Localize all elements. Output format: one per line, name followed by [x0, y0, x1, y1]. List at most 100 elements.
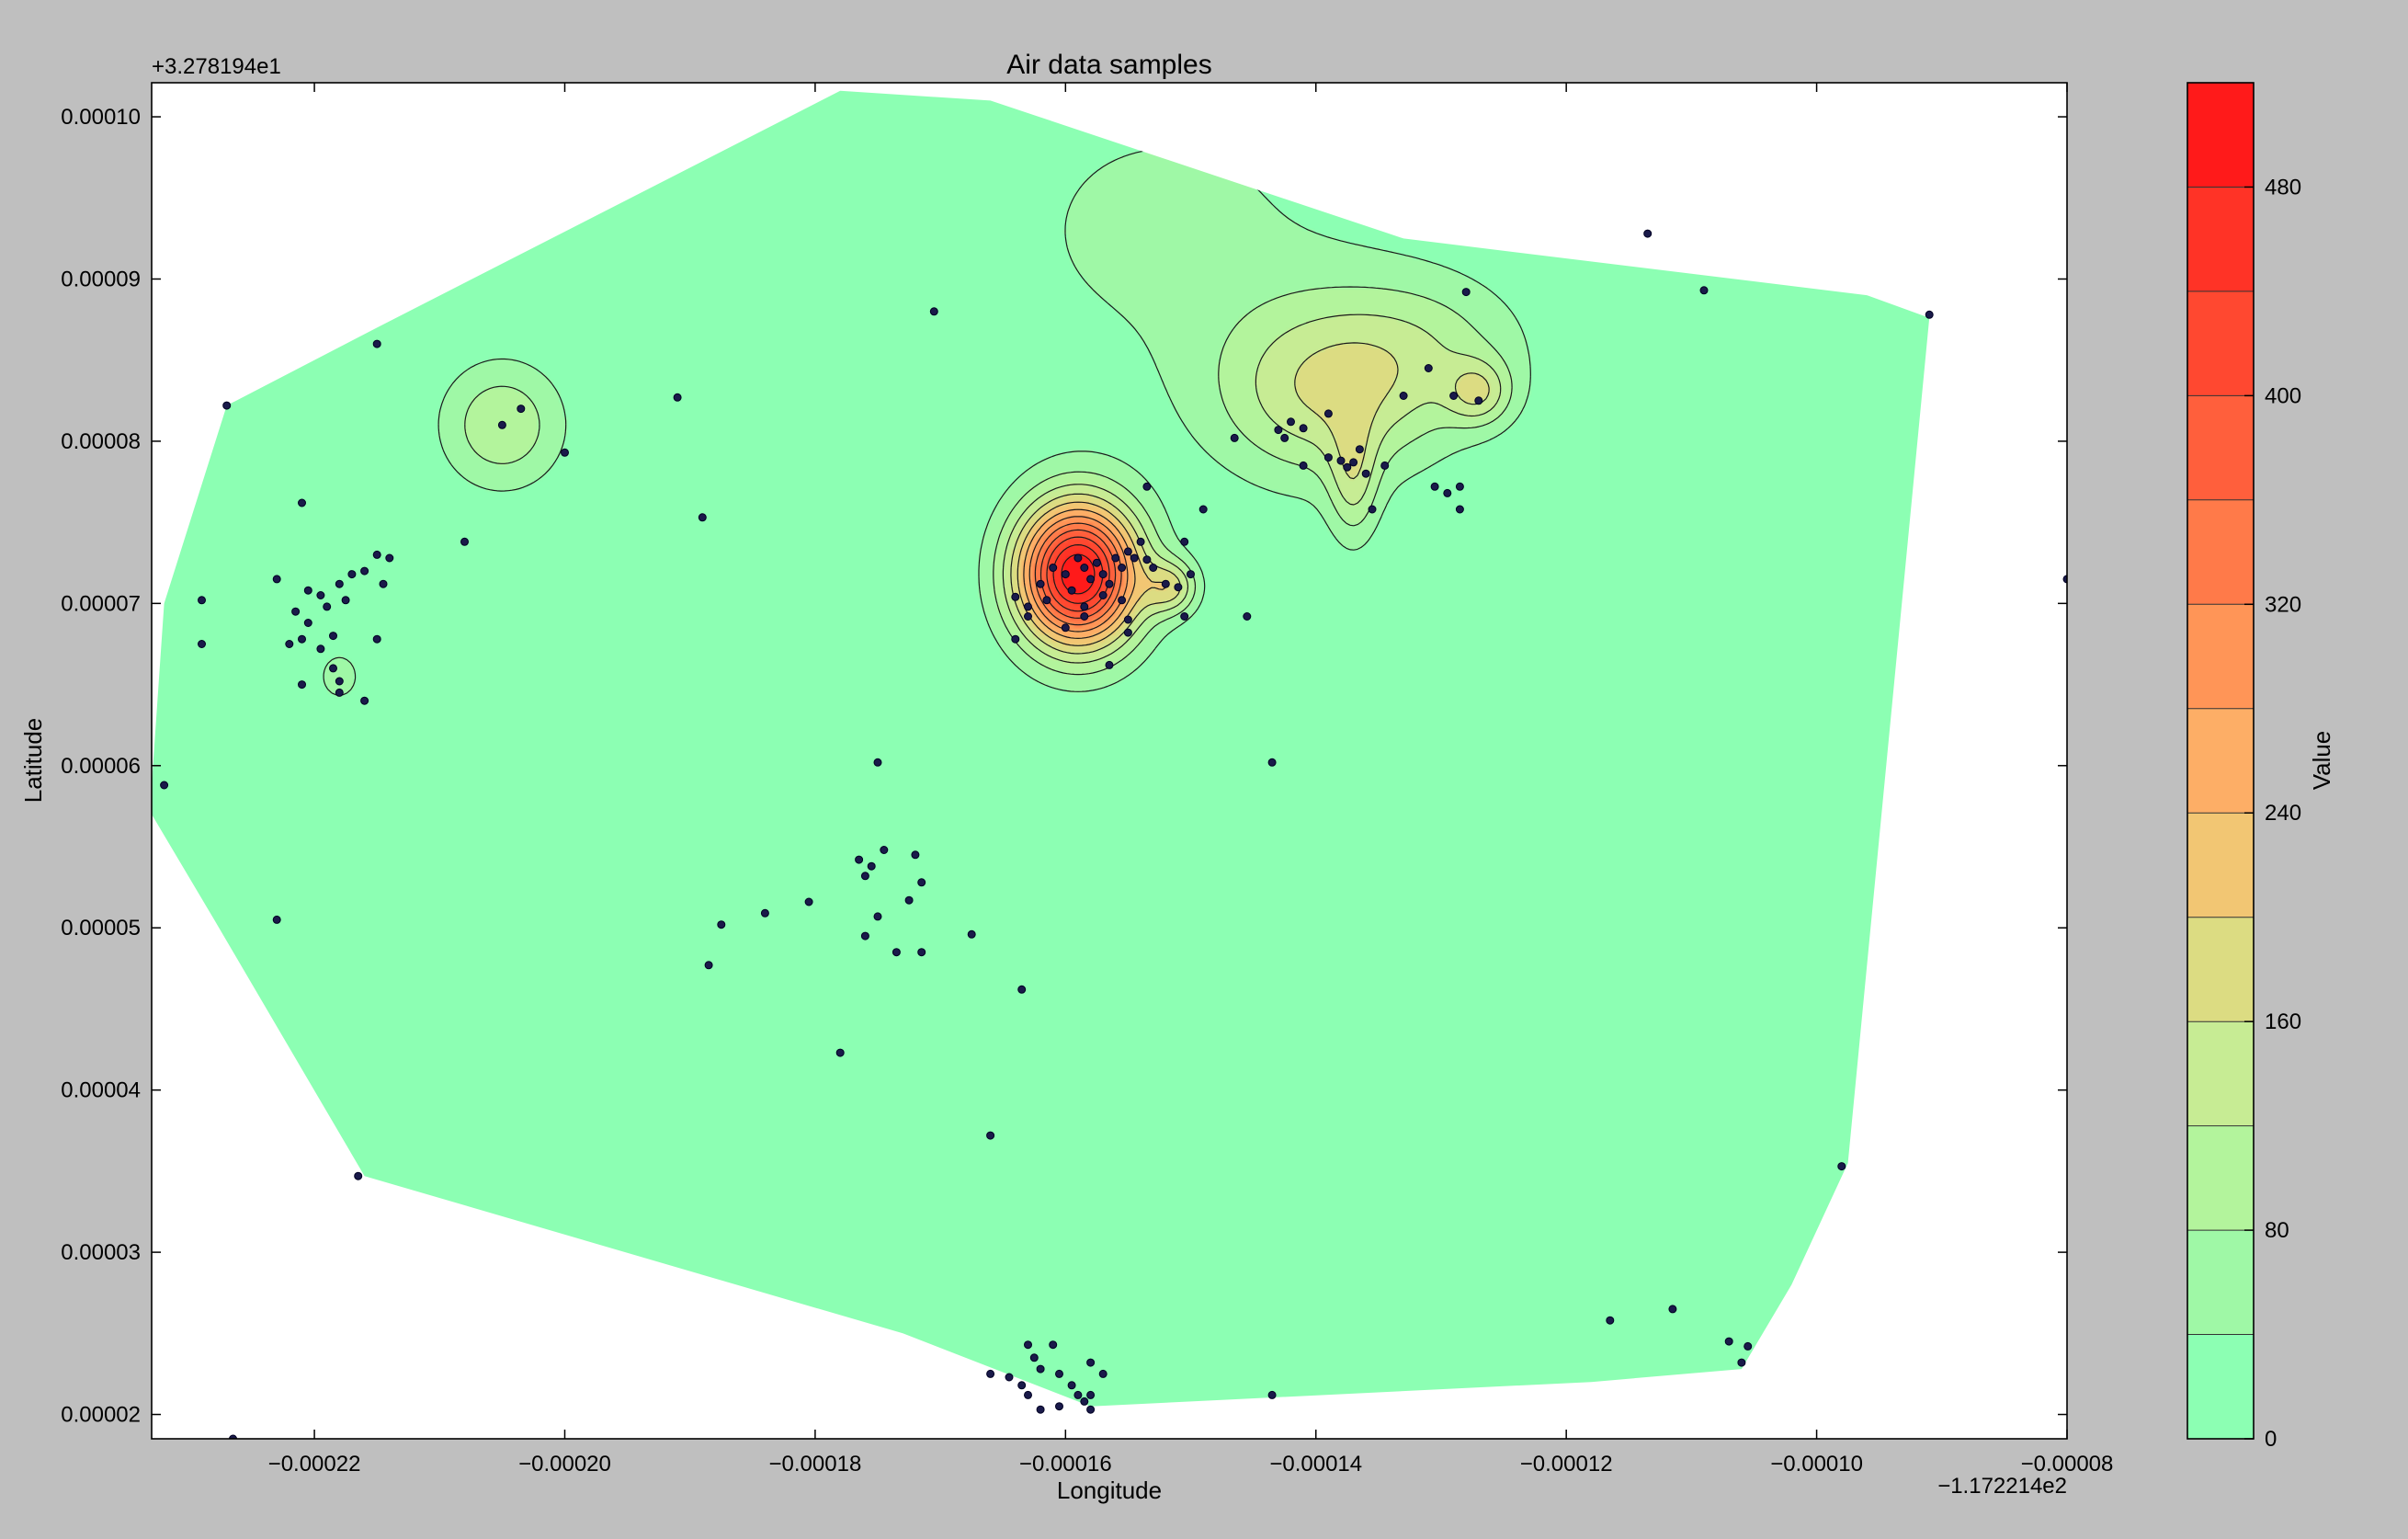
sample-point — [1925, 310, 1934, 319]
sample-point — [986, 1131, 995, 1140]
colorbar-bands — [2187, 83, 2254, 1439]
sample-point — [285, 640, 294, 648]
sample-point — [1455, 505, 1464, 514]
sample-point — [2062, 575, 2067, 584]
contour-line-320 — [1034, 522, 1122, 626]
sample-point — [329, 632, 337, 641]
colorbar-band — [2187, 1021, 2254, 1126]
sample-point — [1837, 1162, 1846, 1171]
sample-point — [1187, 570, 1195, 579]
sample-point — [1105, 660, 1114, 669]
sample-point — [873, 912, 882, 921]
sample-point — [1180, 612, 1189, 621]
sample-point — [1699, 286, 1709, 295]
sample-point — [316, 644, 325, 654]
sample-point — [1067, 1381, 1076, 1390]
sample-point — [1349, 458, 1358, 467]
sample-point — [335, 688, 344, 697]
sample-point — [303, 586, 312, 595]
sample-point — [1274, 426, 1283, 435]
sample-point — [1067, 586, 1076, 595]
sample-point — [316, 591, 325, 599]
sample-point — [1011, 592, 1020, 601]
sample-point — [1668, 1305, 1677, 1314]
colorbar-band — [2187, 813, 2254, 918]
sample-point — [1049, 564, 1058, 572]
sample-point — [1136, 537, 1145, 546]
sample-point — [1073, 1390, 1083, 1399]
sample-point — [917, 878, 926, 887]
contour-line-240 — [1023, 508, 1136, 639]
sample-point — [1380, 461, 1390, 470]
sample-point — [385, 553, 394, 563]
sample-point — [880, 846, 889, 854]
chart-title: Air data samples — [1006, 50, 1211, 80]
y-tick-label: 0.00007 — [61, 591, 141, 616]
sample-point — [372, 550, 381, 559]
y-tick-label: 0.00008 — [61, 429, 141, 454]
sample-point — [460, 537, 469, 546]
sample-point — [379, 579, 388, 588]
sample-point — [1368, 505, 1377, 514]
colorbar-tick-label: 480 — [2265, 175, 2301, 200]
colorbar-label: Value — [2308, 731, 2335, 791]
colorbar-ticks: 0 80 160 240 320 400 480 — [2244, 175, 2301, 1452]
sample-point — [1299, 424, 1308, 433]
colorbar: 0 80 160 240 320 400 480 Value — [2187, 82, 2335, 1452]
colorbar-band — [2187, 291, 2254, 396]
sample-point — [855, 855, 864, 864]
sample-point — [1130, 553, 1139, 563]
sample-point — [1086, 1358, 1096, 1367]
sample-point — [1355, 445, 1364, 454]
x-tick-label: −0.00008 — [2021, 1452, 2114, 1476]
colorbar-frame — [2187, 82, 2255, 1440]
sample-point — [341, 596, 350, 605]
sample-point — [1086, 1390, 1096, 1399]
sample-point — [360, 696, 369, 705]
y-tick-label: 0.00003 — [61, 1240, 141, 1265]
sample-point — [372, 339, 381, 348]
sample-point — [1280, 433, 1289, 442]
sample-point — [517, 405, 526, 414]
contour-line-440 — [1052, 544, 1104, 604]
y-tick-label: 0.00010 — [61, 105, 141, 130]
sample-point — [1336, 456, 1346, 465]
contour-line-480 — [1061, 553, 1096, 595]
sample-point — [1606, 1316, 1615, 1325]
colorbar-band — [2187, 708, 2254, 814]
sample-point — [986, 1369, 995, 1378]
sample-point — [1098, 1369, 1107, 1378]
sample-point — [717, 920, 726, 929]
sample-point — [335, 579, 344, 588]
sample-point — [329, 664, 337, 673]
plot-frame — [151, 82, 2068, 1440]
y-tick-label: 0.00004 — [61, 1078, 141, 1103]
sample-point — [1036, 1364, 1045, 1374]
sample-point — [1455, 482, 1464, 491]
sample-point — [835, 1048, 845, 1057]
sample-point — [1017, 1381, 1027, 1390]
sample-point — [1086, 1405, 1096, 1414]
sample-point — [873, 758, 882, 767]
sample-point — [298, 634, 306, 644]
sample-point — [1024, 602, 1032, 611]
y-tick-label: 0.00009 — [61, 267, 141, 291]
contour-field — [152, 90, 2067, 1439]
sample-point — [335, 677, 344, 686]
sample-point — [1424, 364, 1433, 372]
sample-point — [917, 948, 926, 957]
sample-point — [1092, 558, 1101, 567]
sample-point — [860, 931, 869, 940]
sample-point — [1080, 612, 1089, 621]
sample-point — [1744, 1341, 1753, 1351]
sample-point — [1024, 1340, 1032, 1350]
sample-point — [904, 895, 914, 905]
colorbar-band — [2187, 1125, 2254, 1231]
y-tick-label: 0.00005 — [61, 916, 141, 940]
sample-point — [1142, 482, 1152, 491]
sample-point — [804, 897, 813, 906]
sample-point — [1024, 1390, 1032, 1399]
sample-point — [1080, 602, 1089, 611]
sample-point — [1073, 553, 1083, 563]
sample-point — [323, 602, 332, 611]
